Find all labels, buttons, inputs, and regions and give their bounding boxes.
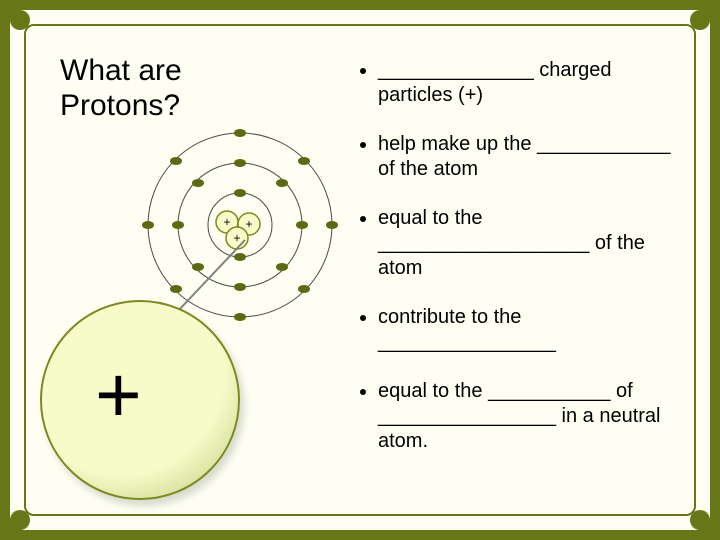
svg-text:+: +: [245, 217, 252, 231]
bullet-item: ______________ charged particles (+): [378, 58, 680, 108]
corner-dot-br-icon: [690, 510, 710, 530]
bullet-item: contribute to the ________________: [378, 305, 680, 355]
corner-dot-tl-icon: [10, 10, 30, 30]
bullet-item: help make up the ____________ of the ato…: [378, 132, 680, 182]
corner-dot-bl-icon: [10, 510, 30, 530]
svg-text:+: +: [233, 231, 240, 245]
bullet-list: ______________ charged particles (+) hel…: [360, 58, 680, 478]
svg-text:+: +: [223, 215, 230, 229]
atom-diagram: +++: [130, 125, 350, 325]
bullet-item: equal to the ___________ of ____________…: [378, 379, 680, 454]
big-proton-label: +: [95, 355, 142, 435]
bullet-item: equal to the ___________________ of the …: [378, 206, 680, 281]
slide-root: What are Protons? ______________ charged…: [0, 0, 720, 540]
slide-title: What are Protons?: [60, 54, 280, 123]
corner-dot-tr-icon: [690, 10, 710, 30]
